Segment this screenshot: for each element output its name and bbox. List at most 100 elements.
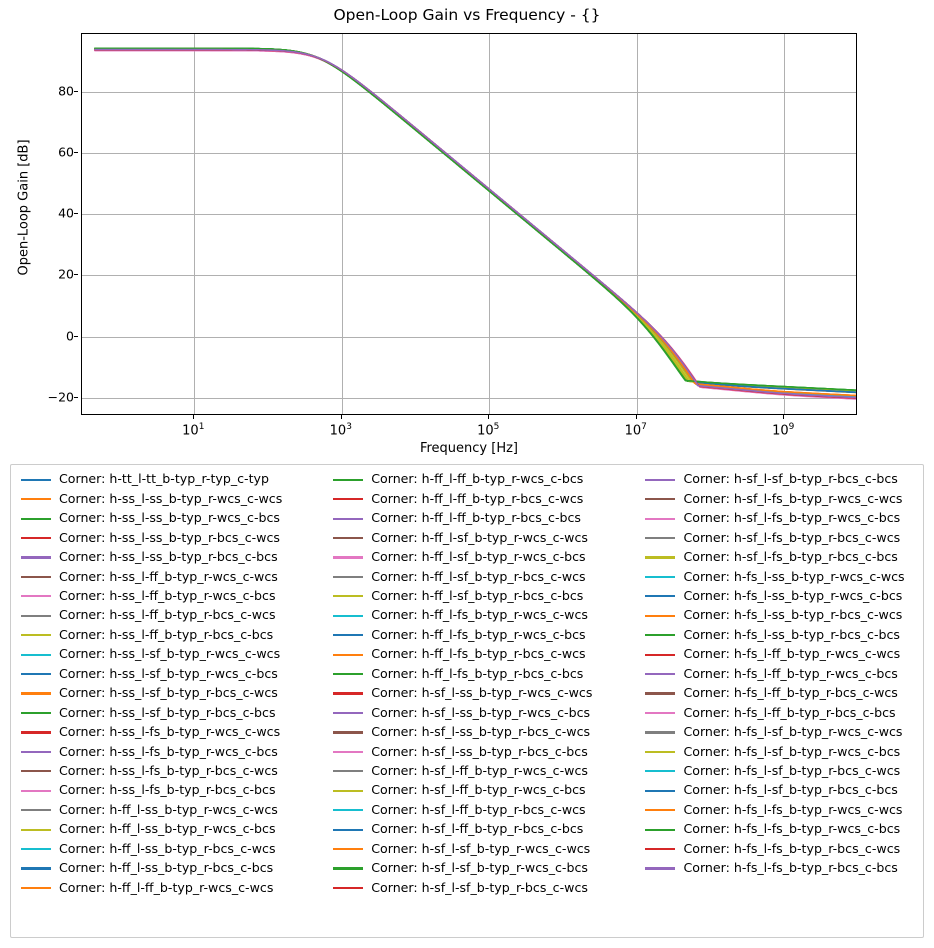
legend-item[interactable]: Corner: h-ss_l-sf_b-typ_r-wcs_c-wcs (15, 645, 327, 664)
legend-item[interactable]: Corner: h-fs_l-ff_b-typ_r-bcs_c-bcs (639, 703, 919, 722)
legend-item[interactable]: Corner: h-sf_l-fs_b-typ_r-bcs_c-bcs (639, 548, 919, 567)
curve-line (94, 47, 856, 392)
legend-item[interactable]: Corner: h-fs_l-fs_b-typ_r-wcs_c-wcs (639, 800, 919, 819)
legend-box[interactable]: Corner: h-tt_l-tt_b-typ_r-typ_c-typ Corne… (10, 464, 924, 938)
legend-item[interactable]: Corner: h-fs_l-ss_b-typ_r-bcs_c-bcs (639, 626, 919, 645)
x-tick-mark (340, 415, 342, 419)
legend-item[interactable]: Corner: h-ss_l-sf_b-typ_r-bcs_c-wcs (15, 684, 327, 703)
legend-item[interactable]: Corner: h-ss_l-sf_b-typ_r-wcs_c-bcs (15, 664, 327, 683)
y-tick-mark (74, 396, 78, 398)
legend-item[interactable]: Corner: h-ff_l-fs_b-typ_r-wcs_c-wcs (327, 606, 639, 625)
legend-item[interactable]: Corner: h-ff_l-ss_b-typ_r-bcs_c-bcs (15, 859, 327, 878)
legend-item[interactable]: Corner: h-ss_l-ff_b-typ_r-bcs_c-wcs (15, 606, 327, 625)
legend-item-label: Corner: h-ss_l-ff_b-typ_r-wcs_c-wcs (59, 568, 278, 584)
legend-item[interactable]: Corner: h-sf_l-ss_b-typ_r-wcs_c-wcs (327, 684, 639, 703)
legend-color-swatch (645, 750, 676, 753)
legend-item-label: Corner: h-sf_l-fs_b-typ_r-wcs_c-bcs (683, 510, 901, 526)
legend-item[interactable]: Corner: h-fs_l-ff_b-typ_r-wcs_c-bcs (639, 664, 919, 683)
legend-item-label: Corner: h-ss_l-fs_b-typ_r-bcs_c-bcs (59, 782, 276, 798)
legend-item[interactable]: Corner: h-sf_l-sf_b-typ_r-wcs_c-bcs (327, 859, 639, 878)
legend-item[interactable]: Corner: h-fs_l-ss_b-typ_r-wcs_c-wcs (639, 567, 919, 586)
legend-item[interactable]: Corner: h-ss_l-ff_b-typ_r-bcs_c-bcs (15, 626, 327, 645)
legend-item[interactable]: Corner: h-sf_l-fs_b-typ_r-bcs_c-wcs (639, 528, 919, 547)
legend-item[interactable]: Corner: h-sf_l-ss_b-typ_r-wcs_c-bcs (327, 703, 639, 722)
legend-color-swatch (21, 556, 51, 559)
legend-item-label: Corner: h-ss_l-ss_b-typ_r-bcs_c-wcs (59, 529, 280, 545)
curve-line (94, 49, 856, 400)
legend-item[interactable]: Corner: h-ff_l-fs_b-typ_r-wcs_c-bcs (327, 626, 639, 645)
legend-item[interactable]: Corner: h-sf_l-ss_b-typ_r-bcs_c-wcs (327, 723, 639, 742)
legend-item[interactable]: Corner: h-fs_l-ss_b-typ_r-bcs_c-wcs (639, 606, 919, 625)
legend-item[interactable]: Corner: h-sf_l-sf_b-typ_r-wcs_c-wcs (327, 839, 639, 858)
legend-item[interactable]: Corner: h-ff_l-sf_b-typ_r-bcs_c-bcs (327, 587, 639, 606)
legend-color-swatch (333, 809, 364, 812)
legend-item[interactable]: Corner: h-ss_l-sf_b-typ_r-bcs_c-bcs (15, 703, 327, 722)
legend-item[interactable]: Corner: h-fs_l-sf_b-typ_r-bcs_c-bcs (639, 781, 919, 800)
curve-line (94, 49, 856, 399)
curve-line (94, 49, 856, 399)
legend-item-label: Corner: h-ff_l-ff_b-typ_r-wcs_c-bcs (371, 471, 584, 487)
legend-item[interactable]: Corner: h-ff_l-sf_b-typ_r-wcs_c-bcs (327, 548, 639, 567)
legend-item[interactable]: Corner: h-ss_l-ff_b-typ_r-wcs_c-wcs (15, 567, 327, 586)
legend-item[interactable]: Corner: h-ss_l-fs_b-typ_r-wcs_c-wcs (15, 723, 327, 742)
legend-color-swatch (645, 847, 676, 851)
gridline-horizontal (82, 92, 856, 94)
gridline-vertical (194, 34, 196, 414)
legend-item[interactable]: Corner: h-sf_l-sf_b-typ_r-bcs_c-bcs (639, 470, 919, 489)
legend-item[interactable]: Corner: h-ff_l-sf_b-typ_r-bcs_c-wcs (327, 567, 639, 586)
legend-item[interactable]: Corner: h-ss_l-fs_b-typ_r-bcs_c-bcs (15, 781, 327, 800)
legend-item[interactable]: Corner: h-ss_l-ss_b-typ_r-wcs_c-bcs (15, 509, 327, 528)
legend-item-label: Corner: h-ff_l-ff_b-typ_r-wcs_c-wcs (59, 879, 274, 895)
legend-item[interactable]: Corner: h-ff_l-ff_b-typ_r-bcs_c-wcs (327, 489, 639, 508)
legend-item[interactable]: Corner: h-ff_l-fs_b-typ_r-bcs_c-wcs (327, 645, 639, 664)
legend-item[interactable]: Corner: h-sf_l-fs_b-typ_r-wcs_c-bcs (639, 509, 919, 528)
legend-item[interactable]: Corner: h-sf_l-ss_b-typ_r-bcs_c-bcs (327, 742, 639, 761)
legend-item[interactable]: Corner: h-ss_l-ss_b-typ_r-bcs_c-wcs (15, 528, 327, 547)
curve-series-group (94, 47, 856, 400)
legend-item[interactable]: Corner: h-ff_l-ss_b-typ_r-wcs_c-bcs (15, 820, 327, 839)
curve-line (94, 49, 856, 400)
legend-item[interactable]: Corner: h-fs_l-ff_b-typ_r-bcs_c-wcs (639, 684, 919, 703)
legend-item[interactable]: Corner: h-fs_l-sf_b-typ_r-wcs_c-wcs (639, 723, 919, 742)
curve-line (94, 48, 856, 397)
legend-item[interactable]: Corner: h-fs_l-sf_b-typ_r-bcs_c-wcs (639, 762, 919, 781)
legend-item[interactable]: Corner: h-ss_l-ss_b-typ_r-bcs_c-bcs (15, 548, 327, 567)
legend-item-label: Corner: h-sf_l-sf_b-typ_r-wcs_c-bcs (371, 860, 588, 876)
legend-item[interactable]: Corner: h-tt_l-tt_b-typ_r-typ_c-typ (15, 470, 327, 489)
curve-line (94, 48, 856, 397)
legend-item[interactable]: Corner: h-ss_l-ff_b-typ_r-wcs_c-bcs (15, 587, 327, 606)
curve-line (94, 48, 856, 398)
legend-item[interactable]: Corner: h-fs_l-ss_b-typ_r-wcs_c-bcs (639, 587, 919, 606)
legend-item[interactable]: Corner: h-ss_l-fs_b-typ_r-wcs_c-bcs (15, 742, 327, 761)
legend-item[interactable]: Corner: h-sf_l-fs_b-typ_r-wcs_c-wcs (639, 489, 919, 508)
legend-item[interactable]: Corner: h-sf_l-sf_b-typ_r-bcs_c-wcs (327, 878, 639, 897)
curve-line (94, 47, 856, 392)
legend-item[interactable]: Corner: h-ff_l-fs_b-typ_r-bcs_c-bcs (327, 664, 639, 683)
legend-item[interactable]: Corner: h-sf_l-ff_b-typ_r-wcs_c-bcs (327, 781, 639, 800)
legend-item[interactable]: Corner: h-fs_l-fs_b-typ_r-bcs_c-bcs (639, 859, 919, 878)
legend-item[interactable]: Corner: h-fs_l-ff_b-typ_r-wcs_c-wcs (639, 645, 919, 664)
legend-item[interactable]: Corner: h-sf_l-ff_b-typ_r-bcs_c-wcs (327, 800, 639, 819)
x-tick-mark (193, 415, 195, 419)
legend-column-2: Corner: h-ff_l-ff_b-typ_r-wcs_c-bcs Corne… (327, 470, 639, 898)
curve-line (94, 48, 856, 398)
curve-line (94, 48, 856, 394)
page-title: Open-Loop Gain vs Frequency - {} (333, 6, 601, 24)
legend-item[interactable]: Corner: h-sf_l-ff_b-typ_r-bcs_c-bcs (327, 820, 639, 839)
legend-color-swatch (21, 828, 51, 831)
legend-item[interactable]: Corner: h-fs_l-fs_b-typ_r-wcs_c-bcs (639, 820, 919, 839)
legend-item[interactable]: Corner: h-ff_l-ff_b-typ_r-wcs_c-bcs (327, 470, 639, 489)
legend-item[interactable]: Corner: h-ff_l-ff_b-typ_r-bcs_c-bcs (327, 509, 639, 528)
legend-item[interactable]: Corner: h-ss_l-fs_b-typ_r-bcs_c-wcs (15, 762, 327, 781)
legend-item[interactable]: Corner: h-ff_l-ss_b-typ_r-wcs_c-wcs (15, 800, 327, 819)
legend-item[interactable]: Corner: h-ff_l-sf_b-typ_r-wcs_c-wcs (327, 528, 639, 547)
legend-item[interactable]: Corner: h-fs_l-sf_b-typ_r-wcs_c-bcs (639, 742, 919, 761)
legend-item[interactable]: Corner: h-sf_l-ff_b-typ_r-wcs_c-wcs (327, 762, 639, 781)
y-tick-mark (74, 213, 78, 215)
legend-color-swatch (645, 673, 676, 676)
legend-item[interactable]: Corner: h-fs_l-fs_b-typ_r-bcs_c-wcs (639, 839, 919, 858)
legend-item[interactable]: Corner: h-ff_l-ff_b-typ_r-wcs_c-wcs (15, 878, 327, 897)
legend-item[interactable]: Corner: h-ss_l-ss_b-typ_r-wcs_c-wcs (15, 489, 327, 508)
legend-item[interactable]: Corner: h-ff_l-ss_b-typ_r-bcs_c-wcs (15, 839, 327, 858)
